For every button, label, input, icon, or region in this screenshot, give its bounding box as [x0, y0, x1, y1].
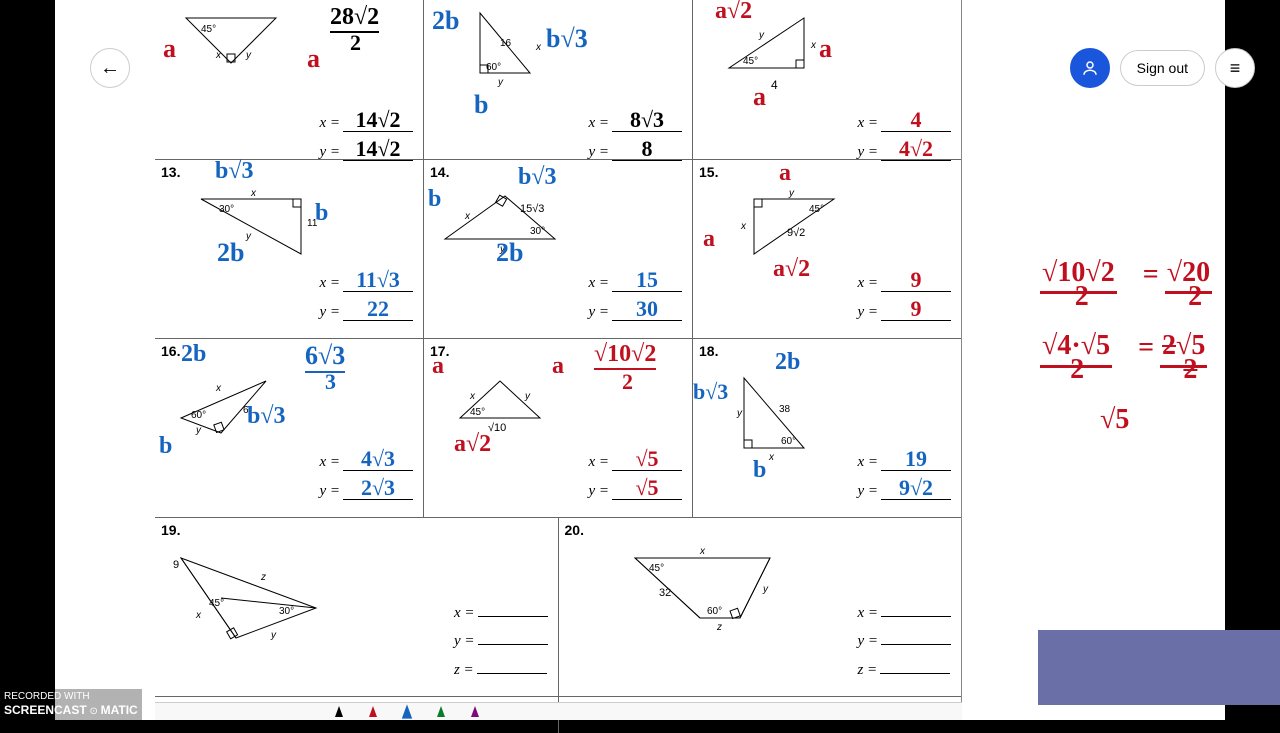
row-top: 45° x y 28√2 2 a a x =14√2 y =14√2 60° 1… — [155, 0, 961, 160]
svg-text:y: y — [195, 425, 202, 436]
cell-17: 17. 45° x y √10 a a √10√2 2 a√2 x =√5 y … — [424, 339, 693, 517]
cell-12: 45° y x a√2 a a 4 x =4 y =4√2 — [693, 0, 961, 178]
triangle-18: 60° y x 38 — [699, 363, 839, 463]
svg-text:y: y — [497, 77, 504, 88]
svg-text:45°: 45° — [809, 204, 824, 215]
answers-13: x =11√3 y =22 — [319, 269, 413, 326]
svg-text:45°: 45° — [649, 563, 664, 574]
svg-text:9: 9 — [173, 559, 179, 571]
svg-text:x: x — [535, 42, 542, 53]
row-19-20: 19. 9 45° 30° x y z x = y = z = 20. — [155, 518, 961, 697]
svg-text:x: x — [215, 50, 222, 61]
svg-text:x: x — [195, 610, 202, 621]
answers-20: x = y = z = — [857, 599, 951, 685]
cell-15: 15. 45° y x 9√2 a a a√2 x =9 y =9 — [693, 160, 961, 338]
menu-button[interactable]: ≡ — [1215, 48, 1255, 88]
svg-text:60°: 60° — [781, 436, 796, 447]
svg-text:z: z — [716, 622, 722, 633]
svg-text:x: x — [699, 546, 706, 557]
svg-text:x: x — [740, 221, 747, 232]
pen-purple-icon[interactable] — [471, 706, 479, 717]
svg-text:9√2: 9√2 — [787, 227, 805, 239]
svg-text:y: y — [245, 231, 252, 242]
answers-18: x =19 y =9√2 — [857, 448, 951, 505]
triangle-13: 30° x y 11 — [181, 184, 321, 264]
bottom-toolbar — [155, 702, 962, 720]
cell-14: 14. 30° x y 15√3 b b√3 2b x =15 y =30 — [424, 160, 693, 338]
pen-green-icon[interactable] — [437, 706, 445, 717]
svg-text:y: y — [736, 408, 743, 419]
cell-20: 20. 45° 60° x y z 32 x = y = z = — [559, 518, 962, 696]
answers-15: x =9 y =9 — [857, 269, 951, 326]
top-controls: Sign out ≡ — [1070, 48, 1255, 88]
svg-text:16: 16 — [500, 38, 512, 49]
svg-text:y: y — [788, 188, 795, 199]
svg-text:x: x — [768, 452, 775, 463]
back-button[interactable]: ← — [90, 48, 130, 88]
answers-14: x =15 y =30 — [588, 269, 682, 326]
svg-text:60°: 60° — [191, 410, 206, 421]
watermark: RECORDED WITH SCREENCAST ⊙ MATIC — [0, 689, 142, 720]
svg-text:y: y — [758, 30, 765, 41]
triangle-15: 45° y x 9√2 — [729, 184, 869, 264]
svg-text:45°: 45° — [470, 407, 485, 418]
answers-12: x =4 y =4√2 — [857, 109, 951, 166]
svg-text:32: 32 — [659, 587, 671, 599]
side-work: √10√2 2 = √20 2 √4·√5 2 = 2√5 2 √5 — [1040, 255, 1235, 438]
svg-text:y: y — [245, 50, 252, 61]
svg-text:30°: 30° — [530, 226, 545, 237]
svg-text:30°: 30° — [279, 606, 294, 617]
worksheet: 45° x y 28√2 2 a a x =14√2 y =14√2 60° 1… — [155, 0, 962, 720]
cell-10: 45° x y 28√2 2 a a x =14√2 y =14√2 — [155, 0, 424, 178]
svg-text:45°: 45° — [201, 24, 216, 35]
svg-text:60°: 60° — [707, 606, 722, 617]
signout-button[interactable]: Sign out — [1120, 50, 1205, 86]
cell-16: 16. 60° x y 6 2b 6√3 3 b√3 b x =4√3 y =2… — [155, 339, 424, 517]
svg-text:x: x — [215, 383, 222, 394]
svg-text:60°: 60° — [486, 62, 501, 73]
triangle-20: 45° 60° x y z 32 — [605, 538, 805, 638]
svg-text:y: y — [762, 584, 769, 595]
answers-17: x =√5 y =√5 — [588, 448, 682, 505]
svg-text:45°: 45° — [209, 598, 224, 609]
triangle-10: 45° x y — [161, 8, 301, 88]
pen-red-icon[interactable] — [369, 706, 377, 717]
svg-text:x: x — [464, 211, 471, 222]
svg-text:38: 38 — [779, 404, 791, 415]
pen-black-icon[interactable] — [335, 706, 343, 717]
answers-16: x =4√3 y =2√3 — [319, 448, 413, 505]
user-icon[interactable] — [1070, 48, 1110, 88]
svg-text:z: z — [260, 572, 266, 583]
cell-13: 13. 30° x y 11 b√3 b 2b x =11√3 y =22 — [155, 160, 424, 338]
answers-11: x =8√3 y =8 — [588, 109, 682, 166]
triangle-19: 9 45° 30° x y z — [161, 538, 341, 648]
svg-text:y: y — [270, 630, 277, 641]
svg-text:30°: 30° — [219, 204, 234, 215]
cell-19: 19. 9 45° 30° x y z x = y = z = — [155, 518, 559, 696]
row-13-15: 13. 30° x y 11 b√3 b 2b x =11√3 y =22 14… — [155, 160, 961, 339]
triangle-17: 45° x y √10 — [430, 363, 570, 443]
video-overlay — [1038, 630, 1280, 705]
svg-text:x: x — [810, 40, 817, 51]
row-16-18: 16. 60° x y 6 2b 6√3 3 b√3 b x =4√3 y =2… — [155, 339, 961, 518]
svg-text:y: y — [524, 391, 531, 402]
cell-18: 18. 60° y x 38 b√3 2b b x =19 y =9√2 — [693, 339, 961, 517]
svg-text:15√3: 15√3 — [520, 203, 544, 215]
cell-11: 60° 16 x y 2b b√3 b x =8√3 y =8 — [424, 0, 693, 178]
svg-text:x: x — [250, 188, 257, 199]
answers-19: x = y = z = — [454, 599, 548, 685]
svg-text:x: x — [469, 391, 476, 402]
pen-blue-icon[interactable] — [402, 704, 412, 718]
answers-10: x =14√2 y =14√2 — [319, 109, 413, 166]
svg-text:45°: 45° — [743, 56, 758, 67]
